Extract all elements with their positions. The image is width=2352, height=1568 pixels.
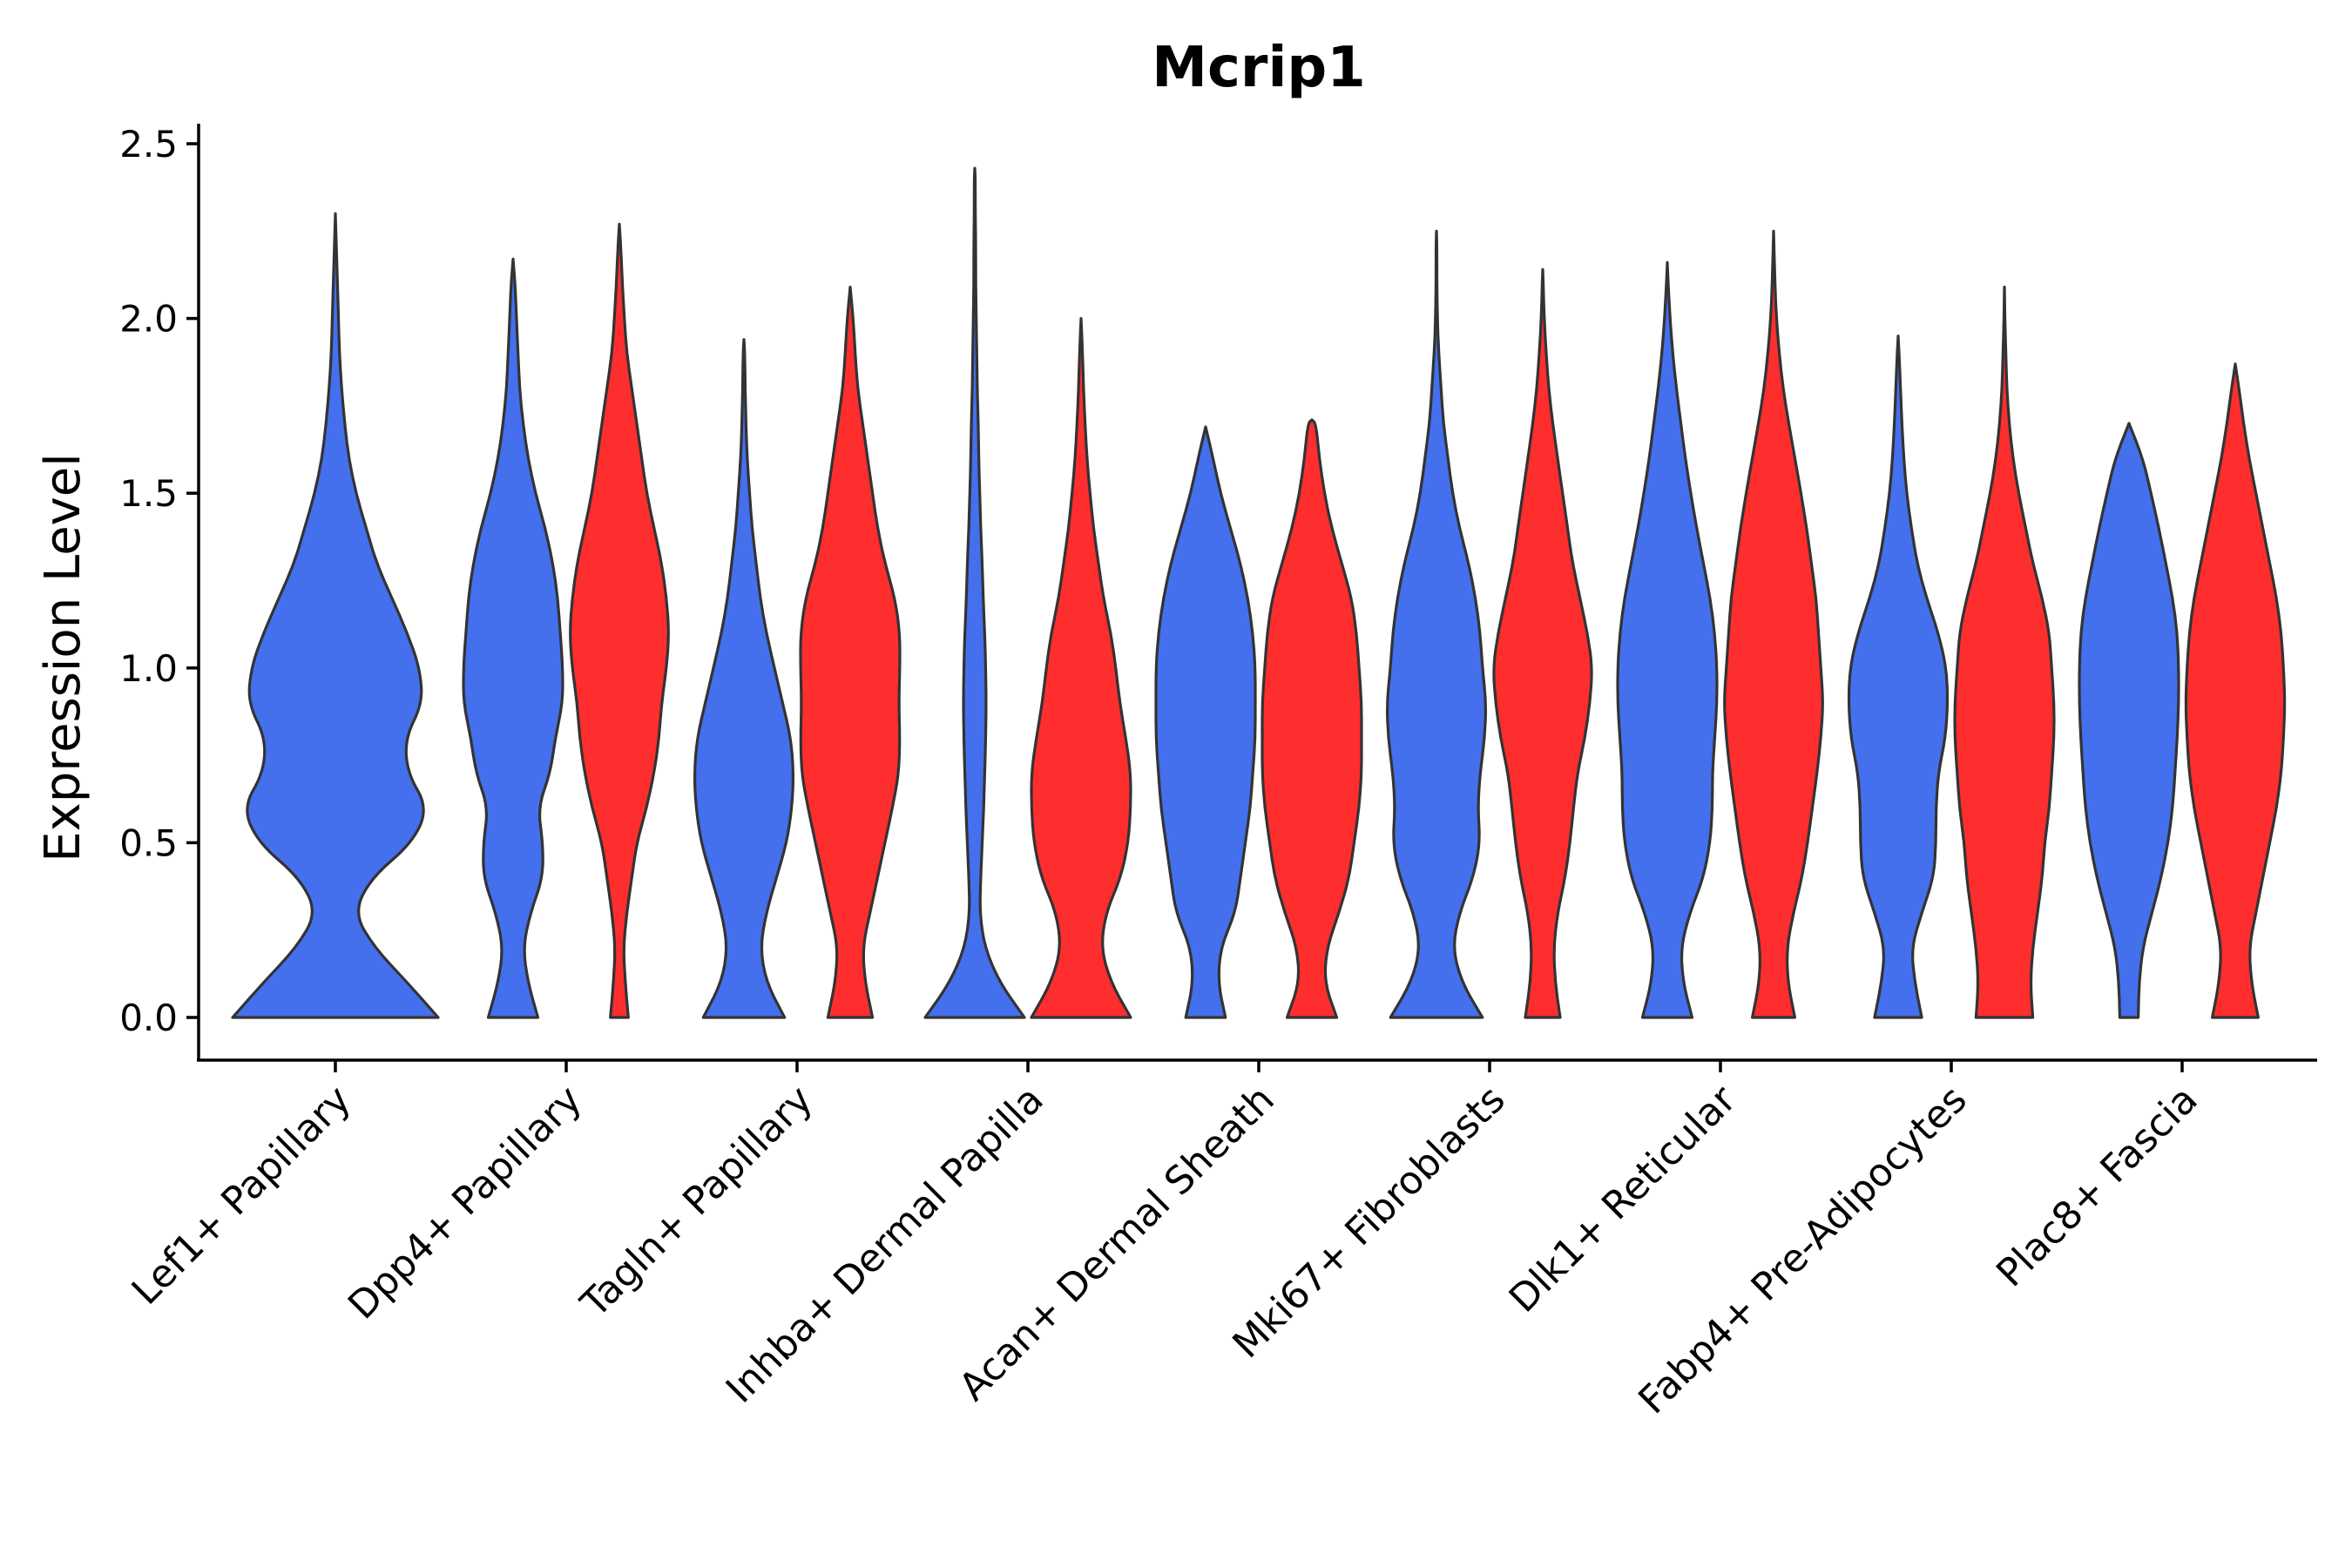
y-ticks-group: 0.0 0.5 1.0 1.5 2.0 2.5 [119,123,199,1039]
x-tick-label: Lef1+ Papillary [124,1078,360,1314]
violin-plac8-fascia-series-0 [2078,422,2180,1019]
y-axis-label: Expression Level [35,453,91,862]
chart-title: Mcrip1 [1152,36,1365,100]
x-tick-label: Dpp4+ Papillary [340,1078,591,1328]
violin-lef1-papillary-series-0 [231,212,440,1019]
violin-acan-dermal-sheath-series-0 [1154,425,1257,1019]
y-tick-label: 0.0 [119,997,178,1039]
y-tick-label: 0.5 [119,821,178,864]
y-tick-label: 1.0 [119,647,178,690]
x-tick-label: Dlk1+ Reticular [1501,1077,1746,1321]
violins-group [231,166,2287,1019]
violin-inhba-dermal-papilla-series-0 [923,166,1026,1019]
violin-dlk1-reticular-series-1 [1723,229,1824,1019]
violin-fabp4-pre-adipocytes-series-0 [1847,335,1950,1019]
violin-mki67-fibroblasts-series-1 [1492,267,1593,1019]
violin-acan-dermal-sheath-series-1 [1260,418,1363,1019]
y-tick-label: 2.5 [119,123,178,166]
violin-mki67-fibroblasts-series-0 [1385,229,1488,1019]
violin-tagln-papillary-series-1 [799,285,902,1019]
y-tick-label: 2.0 [119,298,178,341]
violin-dpp4-papillary-series-0 [462,257,564,1019]
x-tick-label: Plac8+ Fascia [1988,1078,2207,1296]
y-tick-label: 1.5 [119,472,178,515]
violin-plac8-fascia-series-1 [2184,362,2287,1019]
violin-fabp4-pre-adipocytes-series-1 [1953,285,2056,1019]
violin-dpp4-papillary-series-1 [569,222,670,1019]
violin-tagln-papillary-series-0 [693,338,795,1019]
violin-dlk1-reticular-series-0 [1616,260,1719,1019]
x-tick-label: Tagln+ Papillary [572,1078,821,1327]
violin-inhba-dermal-papilla-series-1 [1030,317,1132,1019]
